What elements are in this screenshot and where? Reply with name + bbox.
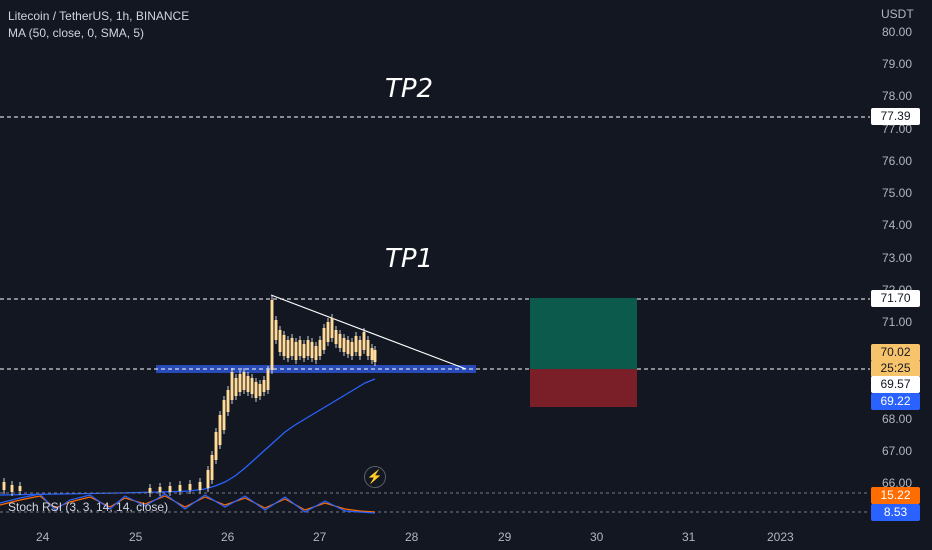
price-tick: 67.00 [882,444,913,458]
time-tick: 25 [129,530,143,544]
price-tick: 68.00 [882,412,913,426]
price-tick: 75.00 [882,186,913,200]
price-tick: 74.00 [882,218,913,232]
time-tick: 30 [590,530,604,544]
time-tick: 24 [36,530,50,544]
price-tick: 79.00 [882,57,913,71]
price-tick: 80.00 [882,25,913,39]
indicator-label[interactable]: MA (50, close, 0, SMA, 5) [8,26,145,40]
chart-canvas[interactable] [0,0,870,528]
stoch-rsi-label[interactable]: Stoch RSI (3, 3, 14, 14, close) [8,500,169,514]
price-tick: 71.00 [882,315,913,329]
current-price-badge: 70.02 [871,344,920,361]
price-tick: 78.00 [882,89,913,103]
time-axis[interactable] [0,528,932,550]
stoch-d-badge: 8.53 [871,504,920,521]
lightning-bolt-icon[interactable]: ⚡ [364,466,386,488]
price-tick: 66.00 [882,476,913,490]
tp2-price-badge: 77.39 [871,108,920,125]
support-price-badge: 69.57 [871,376,920,393]
time-tick: 28 [405,530,419,544]
stoch-k-badge: 15.22 [871,487,920,504]
time-tick: 2023 [767,530,794,544]
price-tick: 73.00 [882,251,913,265]
candlestick-series [2,296,377,497]
tp1-annotation[interactable]: TP1 [385,244,434,274]
ma-value-badge: 69.22 [871,393,920,410]
time-tick: 26 [221,530,235,544]
tp1-price-badge: 71.70 [871,290,920,307]
loss-zone [530,369,637,407]
tp2-annotation[interactable]: TP2 [385,74,434,104]
price-tick: 77.00 [882,122,913,136]
countdown-badge: 25:25 [871,360,920,377]
currency-label: USDT [881,7,914,21]
trend-line [270,294,467,370]
price-axis[interactable]: USDT 80.00 79.00 78.00 77.00 76.00 75.00… [870,0,932,528]
time-tick: 29 [498,530,512,544]
time-tick: 31 [682,530,696,544]
ma-line [0,378,376,496]
chart-legend: Litecoin / TetherUS, 1h, BINANCE MA (50,… [8,8,189,42]
time-tick: 27 [313,530,327,544]
price-tick: 76.00 [882,154,913,168]
profit-zone [530,298,637,369]
stoch-k-line [0,493,376,514]
symbol-title[interactable]: Litecoin / TetherUS, 1h, BINANCE [8,9,190,23]
